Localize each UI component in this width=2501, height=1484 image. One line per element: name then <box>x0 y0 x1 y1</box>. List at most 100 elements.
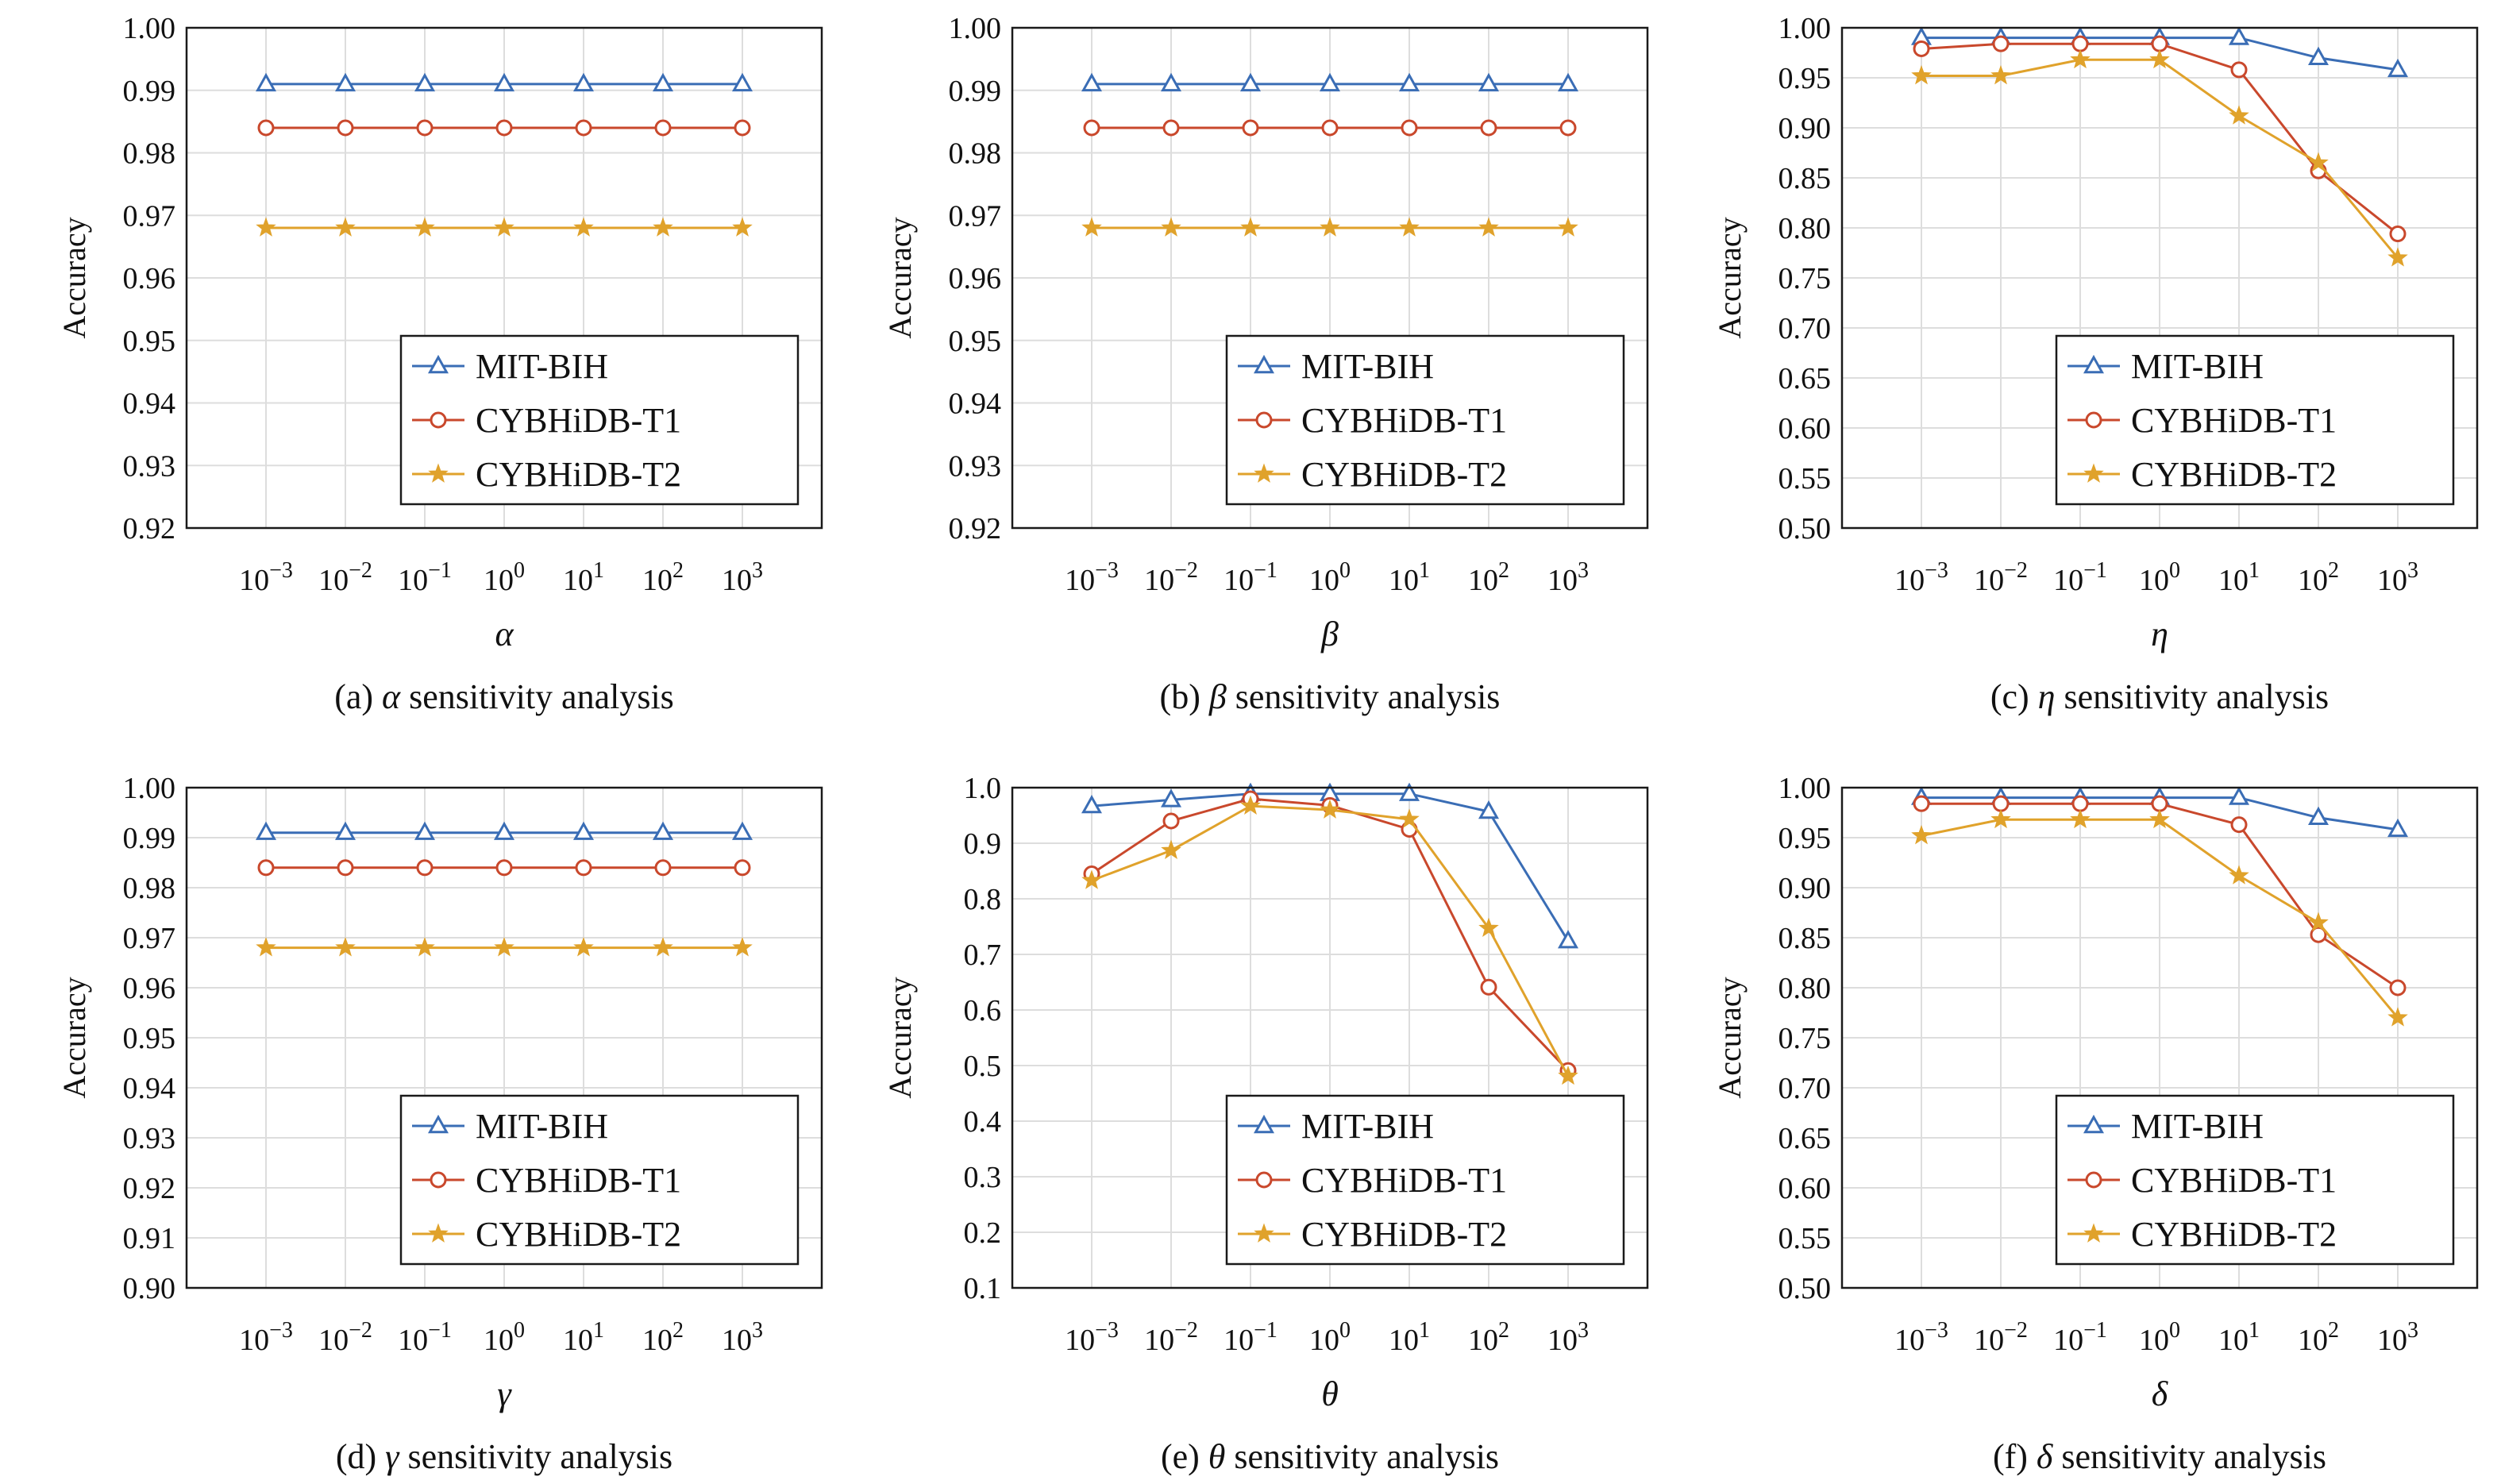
legend-marker <box>1254 463 1274 483</box>
legend-marker <box>430 1171 447 1189</box>
data-point-cybhidb-t2 <box>1990 65 2011 85</box>
panel-caption: (b) β sensitivity analysis <box>1160 677 1501 716</box>
legend: MIT-BIH CYBHiDB-T1 CYBHiDB-T2 <box>399 334 800 506</box>
data-point-cybhidb-t1 <box>2230 61 2248 79</box>
y-tick-label: 0.55 <box>1778 1222 1832 1255</box>
data-point-mit-bih <box>572 821 595 840</box>
panel-caption: (c) η sensitivity analysis <box>1990 677 2329 716</box>
data-point-cybhidb-t2 <box>414 937 435 957</box>
y-tick-label: 0.90 <box>1778 112 1832 145</box>
y-axis-title: Accuracy <box>56 977 92 1098</box>
data-point-cybhidb-t2 <box>1990 808 2011 829</box>
data-point-cybhidb-t2 <box>2229 865 2249 885</box>
legend-label: CYBHiDB-T2 <box>1301 455 1507 494</box>
legend: MIT-BIH CYBHiDB-T1 CYBHiDB-T2 <box>1225 334 1625 506</box>
panel-caption: (d) γ sensitivity analysis <box>336 1437 672 1476</box>
y-tick-label: 0.70 <box>1778 312 1832 345</box>
data-point-cybhidb-t1 <box>1083 119 1100 137</box>
legend-marker <box>427 354 449 374</box>
chart-panel-b: 0.92 0.93 0.94 0.95 0.96 0.97 0.98 0.99 1.00 10−3… <box>882 12 1649 716</box>
x-tick-label: 10−1 <box>2053 558 2107 597</box>
x-tick-label: 100 <box>484 558 525 597</box>
data-point-cybhidb-t2 <box>1161 217 1181 237</box>
legend-box <box>2055 1094 2455 1266</box>
y-tick-label: 0.55 <box>1778 462 1832 495</box>
legend-marker <box>1255 1171 1273 1189</box>
data-point-cybhidb-t2 <box>2387 1007 2408 1027</box>
data-point-mit-bih <box>731 72 753 92</box>
data-point-mit-bih <box>2228 786 2250 805</box>
data-point-cybhidb-t2 <box>653 937 673 957</box>
x-tick-label: 10−3 <box>239 558 293 597</box>
data-point-cybhidb-t1 <box>1913 40 1930 57</box>
x-axis-title: θ <box>1321 1374 1339 1413</box>
y-tick-label: 0.96 <box>123 262 176 295</box>
y-tick-label: 0.93 <box>123 449 176 483</box>
plot-frame <box>1011 26 1649 530</box>
data-point-mit-bih <box>731 821 753 840</box>
data-point-mit-bih <box>1160 72 1182 92</box>
y-tick-label: 1.00 <box>1778 12 1832 45</box>
y-tick-label: 0.95 <box>949 325 1002 358</box>
y-tick-label: 0.92 <box>949 512 1002 545</box>
legend-label: MIT-BIH <box>2131 1107 2264 1146</box>
legend-label: CYBHiDB-T1 <box>1301 1161 1507 1200</box>
legend-label: MIT-BIH <box>1301 1107 1434 1146</box>
y-tick-label: 1.0 <box>964 772 1002 805</box>
data-point-cybhidb-t2 <box>2308 912 2329 931</box>
chart-panel-a: 0.92 0.93 0.94 0.95 0.96 0.97 0.98 0.99 1.00 10−3… <box>56 12 823 716</box>
plot-frame <box>185 26 823 530</box>
x-tick-label: 10−2 <box>318 558 372 597</box>
data-point-cybhidb-t1 <box>654 119 672 137</box>
legend-box <box>399 334 800 506</box>
data-point-mit-bih <box>2387 58 2409 78</box>
legend-marker <box>427 1114 449 1134</box>
data-point-mit-bih <box>1239 72 1262 92</box>
y-tick-label: 0.60 <box>1778 412 1832 445</box>
x-tick-label: 103 <box>722 558 763 597</box>
x-tick-label: 10−1 <box>398 1318 452 1357</box>
legend-marker <box>1253 354 1275 374</box>
data-point-cybhidb-t1 <box>734 119 751 137</box>
data-point-mit-bih <box>652 72 674 92</box>
y-tick-label: 0.90 <box>1778 872 1832 905</box>
y-tick-label: 1.00 <box>949 12 1002 45</box>
y-tick-label: 0.99 <box>123 75 176 108</box>
x-tick-label: 10−1 <box>2053 1318 2107 1357</box>
data-point-mit-bih <box>1081 72 1103 92</box>
data-point-cybhidb-t2 <box>256 937 276 957</box>
legend-label: MIT-BIH <box>476 1107 608 1146</box>
data-point-mit-bih <box>2387 818 2409 838</box>
data-point-cybhidb-t2 <box>1558 1065 1578 1085</box>
legend-label: MIT-BIH <box>2131 347 2264 386</box>
y-tick-label: 1.00 <box>123 772 176 805</box>
x-axis-title: δ <box>2152 1374 2169 1413</box>
data-point-cybhidb-t2 <box>1081 217 1102 237</box>
y-tick-label: 0.97 <box>949 199 1002 233</box>
x-tick-label: 10−1 <box>1224 1318 1277 1357</box>
y-tick-label: 0.94 <box>123 387 176 421</box>
y-tick-label: 0.99 <box>949 75 1002 108</box>
legend-box <box>399 1094 800 1266</box>
plot-frame <box>1840 26 2479 530</box>
x-tick-label: 103 <box>1547 558 1589 597</box>
data-point-cybhidb-t2 <box>1399 217 1420 237</box>
data-point-mit-bih <box>2228 26 2250 45</box>
data-point-mit-bih <box>1557 72 1579 92</box>
data-point-cybhidb-t2 <box>1240 217 1261 237</box>
legend-marker <box>2083 463 2104 483</box>
y-tick-label: 0.91 <box>123 1222 176 1255</box>
data-point-cybhidb-t1 <box>2071 35 2089 52</box>
y-tick-label: 0.80 <box>1778 972 1832 1005</box>
legend-marker <box>2083 1114 2105 1134</box>
x-tick-label: 101 <box>1389 558 1430 597</box>
data-point-cybhidb-t1 <box>257 119 275 137</box>
data-point-mit-bih <box>334 821 356 840</box>
legend-marker <box>1254 1223 1274 1243</box>
panel-caption: (a) α sensitivity analysis <box>334 677 674 716</box>
y-tick-label: 0.98 <box>123 137 176 171</box>
data-point-cybhidb-t2 <box>732 217 753 237</box>
x-tick-label: 100 <box>2139 1318 2180 1357</box>
legend-label: CYBHiDB-T1 <box>2131 401 2337 440</box>
x-tick-label: 101 <box>563 1318 604 1357</box>
